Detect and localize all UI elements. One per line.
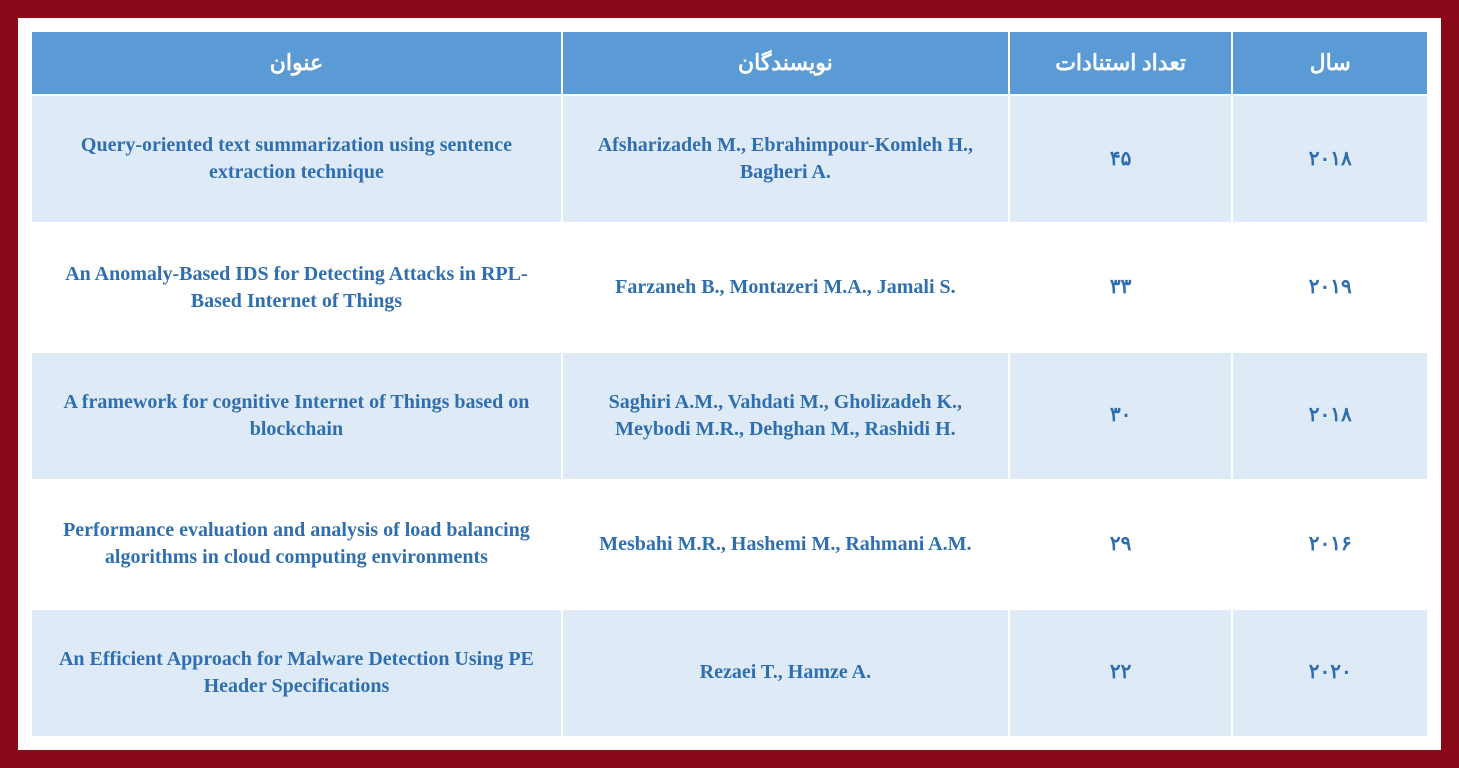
cell-citations: ۳۳ bbox=[1009, 223, 1233, 351]
table-row: A framework for cognitive Internet of Th… bbox=[31, 352, 1428, 480]
cell-citations: ۲۲ bbox=[1009, 609, 1233, 737]
cell-title: A framework for cognitive Internet of Th… bbox=[31, 352, 562, 480]
cell-citations: ۳۰ bbox=[1009, 352, 1233, 480]
header-title: عنوان bbox=[31, 31, 562, 95]
cell-title: Performance evaluation and analysis of l… bbox=[31, 480, 562, 608]
cell-authors: Farzaneh B., Montazeri M.A., Jamali S. bbox=[562, 223, 1009, 351]
cell-authors: Afsharizadeh M., Ebrahimpour-Komleh H., … bbox=[562, 95, 1009, 223]
cell-authors: Saghiri A.M., Vahdati M., Gholizadeh K.,… bbox=[562, 352, 1009, 480]
publications-table: عنوان نویسندگان تعداد استنادات سال Query… bbox=[30, 30, 1429, 738]
table-row: Performance evaluation and analysis of l… bbox=[31, 480, 1428, 608]
cell-year: ۲۰۱۸ bbox=[1232, 352, 1428, 480]
table-header-row: عنوان نویسندگان تعداد استنادات سال bbox=[31, 31, 1428, 95]
table-row: An Anomaly-Based IDS for Detecting Attac… bbox=[31, 223, 1428, 351]
cell-authors: Rezaei T., Hamze A. bbox=[562, 609, 1009, 737]
cell-year: ۲۰۲۰ bbox=[1232, 609, 1428, 737]
header-citations: تعداد استنادات bbox=[1009, 31, 1233, 95]
table-row: Query-oriented text summarization using … bbox=[31, 95, 1428, 223]
cell-year: ۲۰۱۹ bbox=[1232, 223, 1428, 351]
cell-title: Query-oriented text summarization using … bbox=[31, 95, 562, 223]
cell-year: ۲۰۱۶ bbox=[1232, 480, 1428, 608]
outer-frame: عنوان نویسندگان تعداد استنادات سال Query… bbox=[0, 0, 1459, 768]
inner-frame: عنوان نویسندگان تعداد استنادات سال Query… bbox=[18, 18, 1441, 750]
table-row: An Efficient Approach for Malware Detect… bbox=[31, 609, 1428, 737]
cell-citations: ۴۵ bbox=[1009, 95, 1233, 223]
cell-title: An Efficient Approach for Malware Detect… bbox=[31, 609, 562, 737]
cell-year: ۲۰۱۸ bbox=[1232, 95, 1428, 223]
header-year: سال bbox=[1232, 31, 1428, 95]
cell-citations: ۲۹ bbox=[1009, 480, 1233, 608]
cell-authors: Mesbahi M.R., Hashemi M., Rahmani A.M. bbox=[562, 480, 1009, 608]
header-authors: نویسندگان bbox=[562, 31, 1009, 95]
cell-title: An Anomaly-Based IDS for Detecting Attac… bbox=[31, 223, 562, 351]
